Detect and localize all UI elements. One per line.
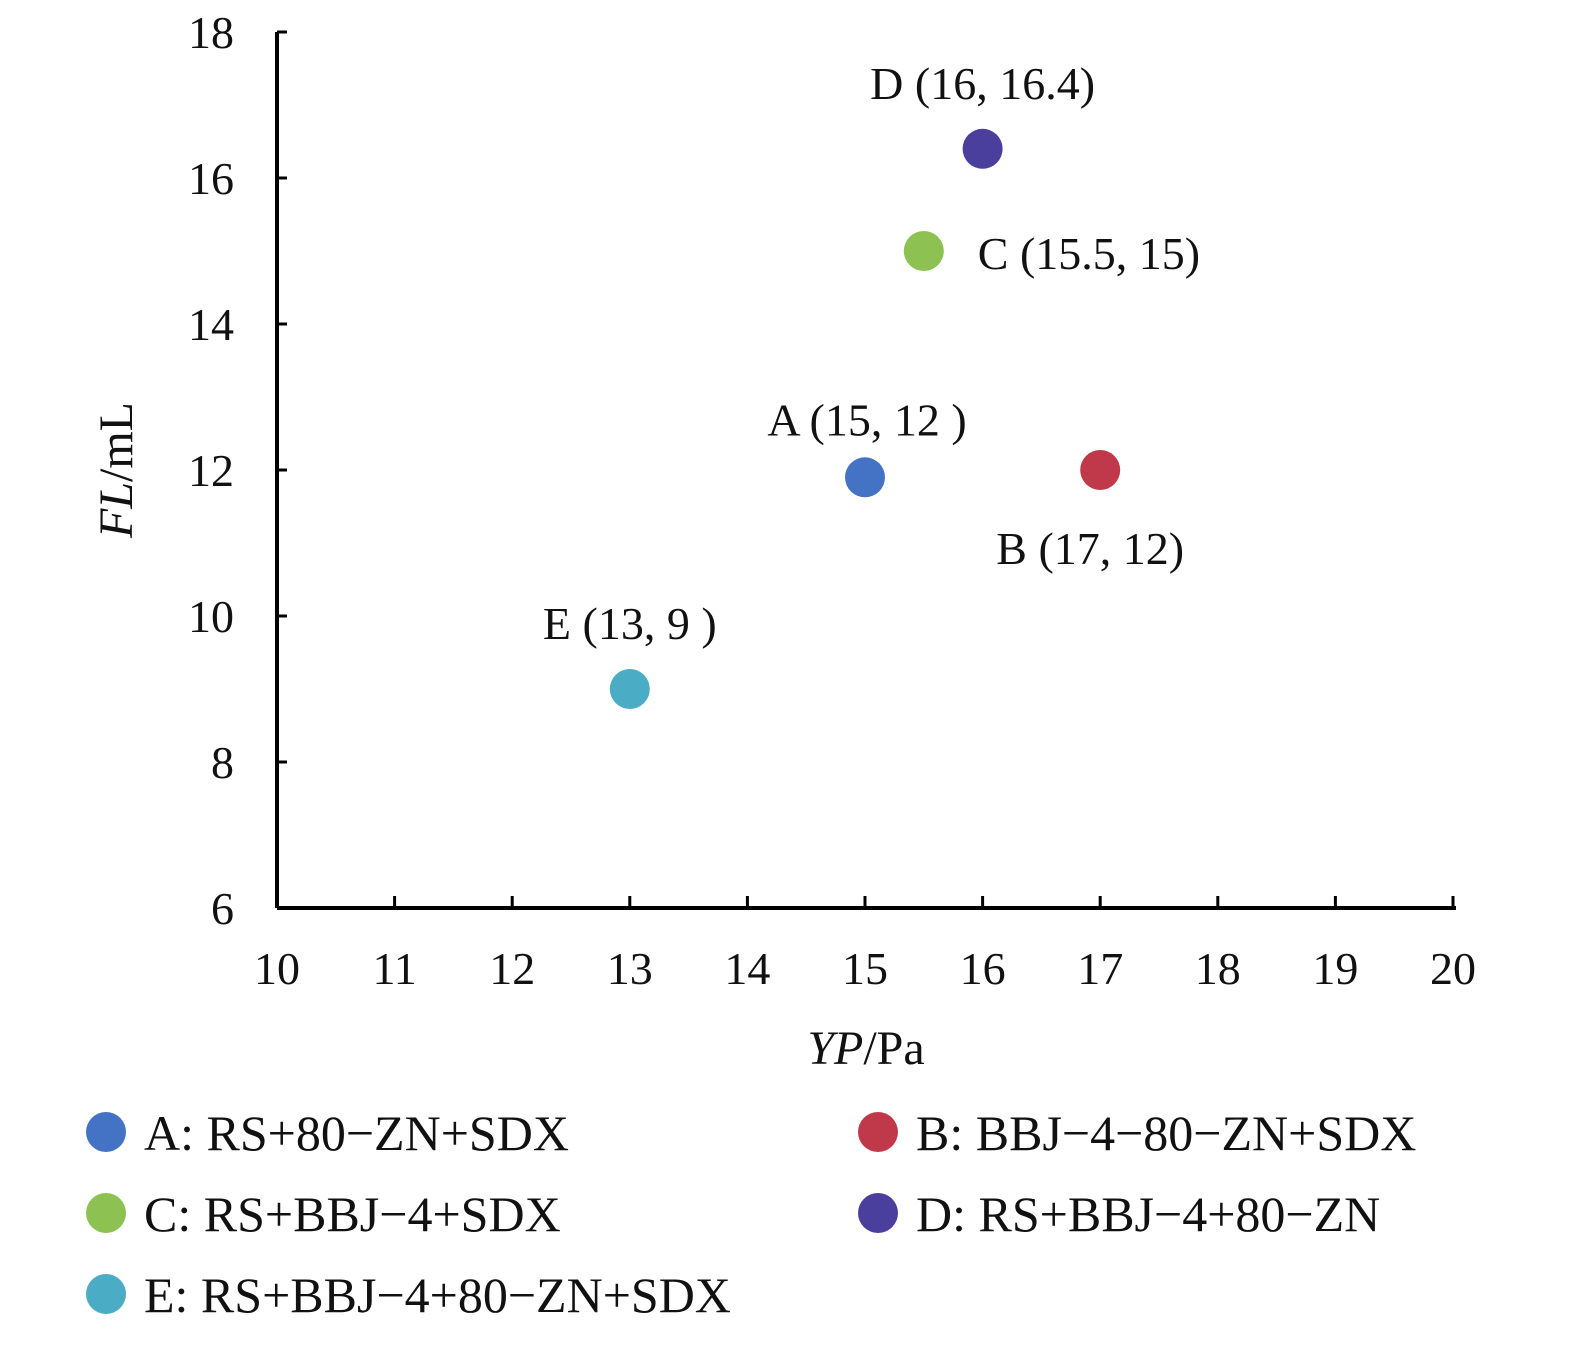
y-tick-label: 18 — [188, 7, 234, 58]
y-tick-label: 16 — [188, 153, 234, 204]
x-axis-title: YP/Pa — [807, 1022, 924, 1075]
x-tick-label: 12 — [489, 943, 535, 994]
point-labels: A (15, 12 ) B (17, 12) C (15.5, 15) D (16, … — [543, 58, 1200, 649]
x-tick-label: 16 — [960, 943, 1006, 994]
legend-marker — [86, 1274, 126, 1314]
point-label-c: C (15.5, 15) — [978, 228, 1200, 279]
y-axis-title-variable: FL — [90, 482, 143, 539]
legend: A: RS+80−ZN+SDX B: BBJ−4−80−ZN+SDX C: RS+B… — [86, 1105, 1416, 1323]
x-tick-label: 20 — [1430, 943, 1476, 994]
legend-item-a: A: RS+80−ZN+SDX — [86, 1105, 569, 1161]
legend-item-d: D: RS+BBJ−4+80−ZN — [858, 1186, 1380, 1242]
y-tick-label: 10 — [188, 591, 234, 642]
x-tick-label: 10 — [254, 943, 300, 994]
point-a — [845, 457, 885, 498]
legend-label: A: RS+80−ZN+SDX — [144, 1105, 569, 1161]
y-tick-label: 6 — [211, 883, 234, 934]
point-d — [962, 128, 1003, 169]
point-label-d: D (16, 16.4) — [870, 58, 1095, 109]
point-label-e: E (13, 9 ) — [543, 598, 717, 649]
legend-label: E: RS+BBJ−4+80−ZN+SDX — [144, 1267, 731, 1323]
legend-label: D: RS+BBJ−4+80−ZN — [916, 1186, 1380, 1242]
y-tick-label: 8 — [211, 737, 234, 788]
x-tick-label: 15 — [842, 943, 888, 994]
x-axis-title-unit: /Pa — [863, 1022, 924, 1075]
legend-item-b: B: BBJ−4−80−ZN+SDX — [858, 1105, 1416, 1161]
legend-marker — [86, 1193, 126, 1233]
x-tick-label: 13 — [607, 943, 653, 994]
legend-label: C: RS+BBJ−4+SDX — [144, 1186, 561, 1242]
y-ticks: 6 8 10 12 14 16 18 — [188, 7, 287, 934]
y-tick-label: 14 — [188, 299, 234, 350]
y-tick-label: 12 — [188, 445, 234, 496]
x-ticks: 10 11 12 13 14 15 16 17 18 19 20 — [254, 896, 1476, 994]
y-axis-title: FL/mL — [90, 402, 143, 539]
x-tick-label: 17 — [1077, 943, 1123, 994]
point-c — [903, 231, 944, 271]
x-tick-label: 19 — [1312, 943, 1358, 994]
legend-marker — [858, 1112, 898, 1152]
x-tick-label: 11 — [372, 943, 416, 994]
point-label-b: B (17, 12) — [996, 523, 1184, 574]
legend-item-c: C: RS+BBJ−4+SDX — [86, 1186, 561, 1242]
x-axis-title-variable: YP — [807, 1022, 863, 1075]
legend-item-e: E: RS+BBJ−4+80−ZN+SDX — [86, 1267, 731, 1323]
data-points — [609, 128, 1121, 709]
x-tick-label: 18 — [1195, 943, 1241, 994]
legend-marker — [86, 1112, 126, 1152]
x-tick-label: 14 — [724, 943, 770, 994]
point-e — [609, 669, 650, 709]
point-b — [1080, 450, 1121, 490]
legend-marker — [858, 1193, 898, 1233]
y-axis-title-unit: /mL — [90, 402, 143, 482]
point-label-a: A (15, 12 ) — [767, 394, 966, 445]
legend-label: B: BBJ−4−80−ZN+SDX — [916, 1105, 1416, 1161]
